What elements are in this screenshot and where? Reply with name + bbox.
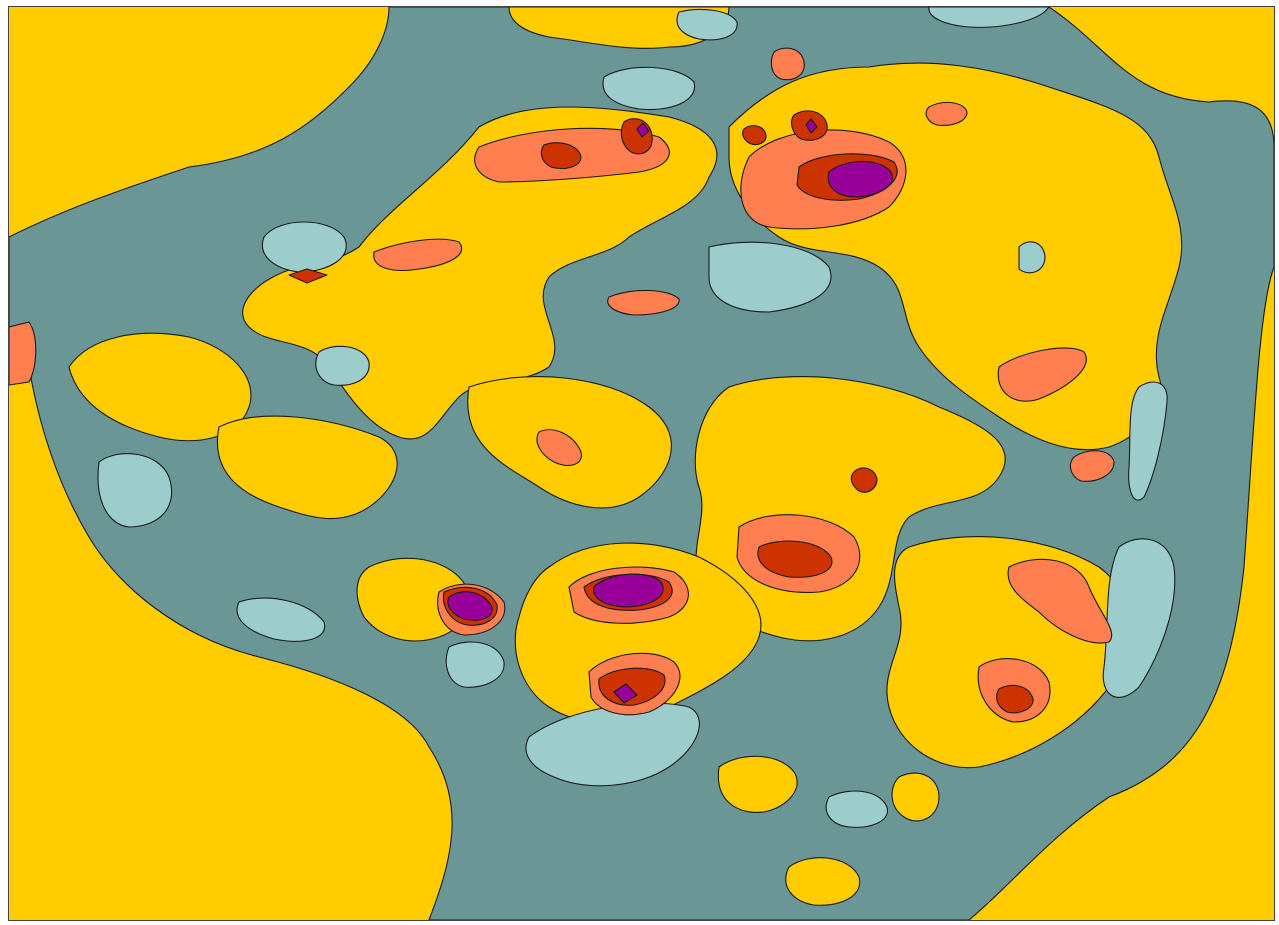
contour-lowest-region (1128, 381, 1168, 501)
contour-lowest-region (1018, 241, 1046, 274)
contour-high-region (770, 47, 805, 81)
contour-map (8, 6, 1275, 921)
contour-map-canvas (9, 7, 1274, 920)
contour-higher-region (598, 667, 666, 706)
contour-higher-region (288, 268, 328, 284)
contour-lowest-region (825, 790, 888, 828)
contour-high-region (9, 321, 37, 386)
contour-mid-region (891, 772, 940, 822)
contour-high-region (925, 101, 968, 126)
contour-highest-region (593, 573, 664, 608)
contour-lowest-regions (97, 7, 1176, 828)
contour-lowest-region (315, 345, 370, 386)
contour-lowest-region (445, 641, 505, 688)
contour-lowest-region (261, 221, 347, 273)
contour-high-region (373, 238, 462, 271)
contour-higher-region (757, 540, 833, 578)
contour-highest-region (827, 160, 893, 198)
contour-highest-regions (447, 118, 893, 704)
contour-mid-region (785, 857, 861, 906)
contour-lowest-region (236, 597, 326, 642)
contour-lowest-region (928, 7, 1050, 28)
contour-lowest-region (97, 453, 173, 528)
contour-highest-region (613, 683, 638, 704)
contour-highest-region (447, 591, 493, 621)
contour-mid-region (216, 415, 398, 520)
contour-lowest-region (708, 241, 832, 313)
contour-high-region (1069, 450, 1115, 482)
contour-mid-region (717, 755, 798, 813)
contour-high-region (607, 289, 680, 316)
contour-higher-region (742, 125, 767, 146)
contour-highest-region (636, 122, 650, 138)
contour-higher-region (850, 467, 878, 493)
contour-lowest-region (602, 66, 696, 111)
contour-mid-region (356, 557, 470, 642)
contour-high-region (536, 429, 582, 466)
contour-mid-region (68, 332, 252, 442)
contour-higher-region (540, 142, 582, 170)
contour-highest-region (805, 118, 818, 134)
contour-high-region (1007, 558, 1113, 644)
contour-higher-region (996, 684, 1034, 714)
contour-high-region (997, 347, 1087, 402)
contour-lowest-region (676, 8, 738, 41)
